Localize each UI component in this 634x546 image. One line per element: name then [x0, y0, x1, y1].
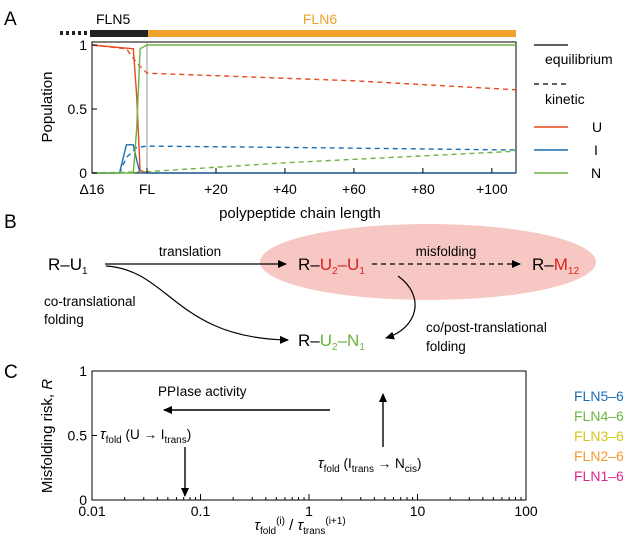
fln6-label: FLN6 — [303, 11, 337, 27]
series-i-equilibrium — [92, 144, 516, 174]
series-i-kinetic — [92, 145, 517, 174]
x-tick-label: +60 — [342, 181, 366, 197]
tau-i-to-n-label: τfold (Itrans → Ncis) — [318, 455, 421, 475]
panel-b-label: B — [4, 212, 17, 233]
legend-equilibrium-label: equilibrium — [545, 51, 613, 67]
legend-fln4-6: FLN4–6 — [574, 408, 624, 424]
legend-fln2-6: FLN2–6 — [574, 448, 624, 464]
fln5-label: FLN5 — [96, 11, 130, 27]
tau-ratio-axis-label: τfold(i) / τtrans(i+1) — [254, 516, 345, 537]
legend-fln1-6: FLN1–6 — [574, 468, 624, 484]
misfolding-risk-plot: 0 0.5 1 0.01 0.1 1 10 100 — [68, 363, 538, 519]
legend-fln5-6: FLN5–6 — [574, 388, 624, 404]
y-tick-label: 0 — [79, 492, 87, 508]
ppiase-label: PPIase activity — [158, 384, 247, 399]
legend-fln3-6: FLN3–6 — [574, 428, 624, 444]
chain-length-axis-label: polypeptide chain length — [219, 205, 381, 222]
population-plot: 0 0.5 1 Δ16 FL +20 +40 +60 +80 +100 — [68, 37, 517, 197]
series-u-kinetic — [91, 44, 517, 91]
node-r-u2-u1: R–U2–U1 — [298, 255, 365, 277]
cotranslational-label-line2: folding — [44, 312, 84, 327]
fln5-bar — [90, 30, 148, 37]
translation-label: translation — [159, 244, 221, 259]
series-n-kinetic — [91, 150, 517, 174]
y-tick-label: 1 — [79, 363, 87, 379]
cotranslational-label-line1: co-translational — [44, 294, 136, 309]
x-tick-label: +100 — [476, 181, 508, 197]
panel-a-legend: equilibrium kinetic U I N — [534, 44, 613, 181]
co-post-label-line2: folding — [426, 339, 466, 354]
y-tick-label: 0 — [79, 165, 87, 181]
x-tick-label: +80 — [411, 181, 435, 197]
cotranslational-arrow — [105, 265, 289, 344]
series-n-equilibrium — [92, 44, 516, 174]
tau-u-to-i-label: τfold (U → Itrans) — [100, 426, 191, 446]
domain-bar: FLN5 FLN6 — [60, 11, 516, 37]
x-tick-label: 0.1 — [191, 503, 211, 519]
x-tick-label: 100 — [514, 503, 538, 519]
panel-c-legend: FLN5–6 FLN4–6 FLN3–6 FLN2–6 FLN1–6 — [574, 388, 624, 484]
population-axis-label: Population — [39, 72, 56, 143]
y-tick-label: 0.5 — [68, 428, 88, 444]
legend-i-label: I — [594, 142, 598, 158]
x-tick-label: +40 — [273, 181, 297, 197]
legend-u-label: U — [592, 119, 602, 135]
node-r-m12: R–M12 — [532, 255, 579, 277]
panel-c-label: C — [4, 362, 18, 383]
x-tick-label: FL — [139, 181, 156, 197]
node-r-u2-n1: R–U2–N1 — [298, 331, 365, 353]
x-tick-label: Δ16 — [80, 181, 105, 197]
misfolding-risk-axis-label: Misfolding risk, R — [39, 379, 56, 493]
y-tick-label: 0.5 — [68, 101, 88, 117]
y-tick-label: 1 — [79, 37, 87, 53]
misfolding-zone — [260, 224, 596, 300]
panel-a-label: A — [4, 9, 17, 30]
x-tick-label: 10 — [410, 503, 426, 519]
misfolding-label: misfolding — [416, 244, 477, 259]
x-tick-label: 1 — [305, 503, 313, 519]
legend-n-label: N — [591, 165, 601, 181]
co-post-label-line1: co/post-translational — [426, 320, 547, 335]
co-post-translational-arrow — [385, 275, 416, 340]
legend-kinetic-label: kinetic — [545, 91, 585, 107]
node-r-u1: R–U1 — [48, 255, 88, 277]
x-tick-label: +20 — [204, 181, 228, 197]
x-tick-label: 0.01 — [78, 503, 105, 519]
plot-a-frame — [91, 41, 517, 174]
fln6-bar — [148, 30, 516, 37]
